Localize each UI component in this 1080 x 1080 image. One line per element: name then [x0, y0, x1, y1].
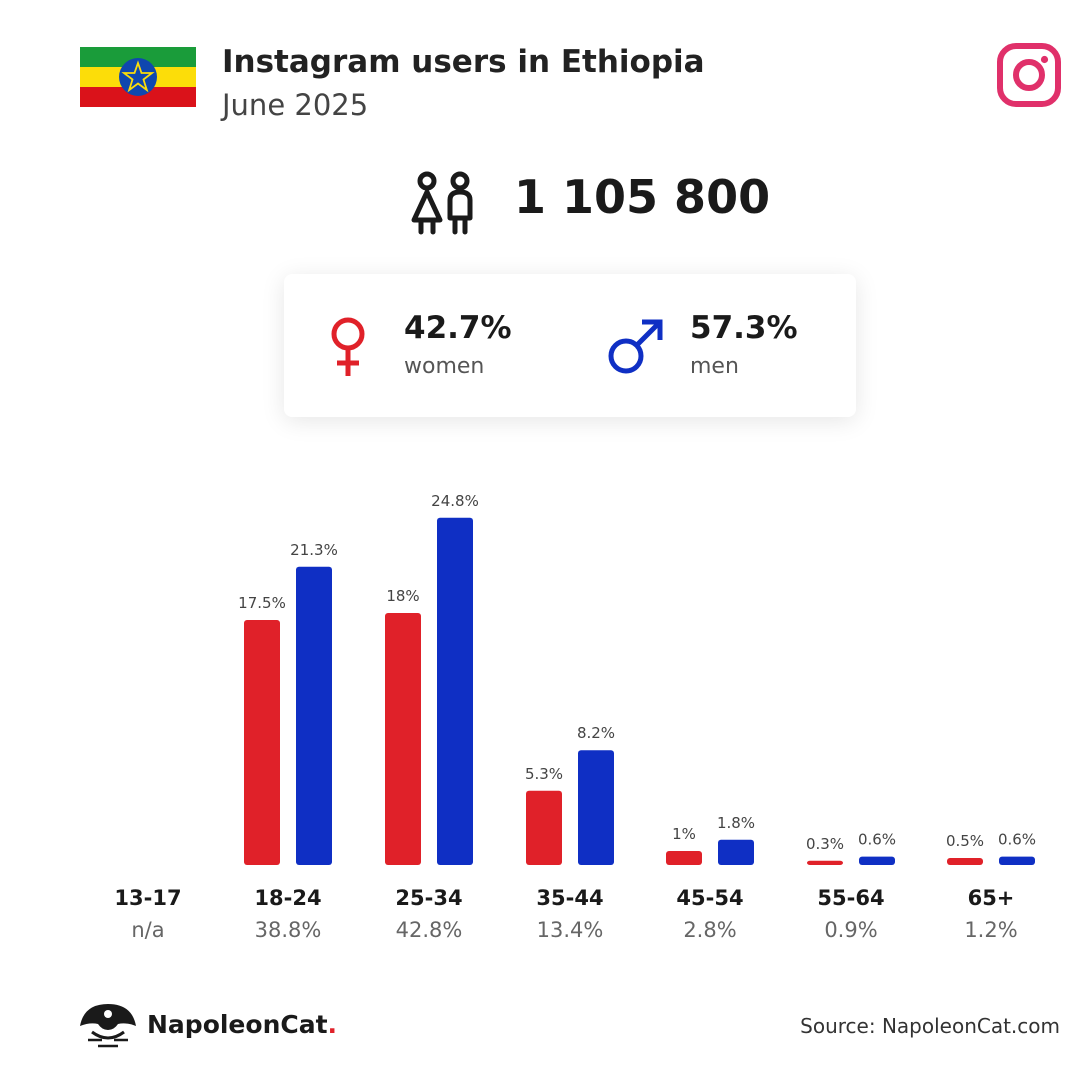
women-percentage: 42.7% — [404, 310, 512, 346]
tick-label-45-54: 45-54 — [676, 886, 743, 910]
bar-men-18-24 — [296, 566, 332, 865]
data-label-men-35-44: 8.2% — [577, 724, 615, 742]
data-label-women-55-64: 0.3% — [806, 835, 844, 853]
source-credit: Source: NapoleonCat.com — [800, 1014, 1060, 1038]
category-total-35-44: 13.4% — [537, 918, 604, 942]
male-symbol-icon — [608, 319, 663, 374]
category-total-18-24: 38.8% — [255, 918, 322, 942]
category-total-65+: 1.2% — [964, 918, 1017, 942]
total-users: 1 105 800 — [514, 170, 771, 224]
bar-women-65+ — [947, 858, 983, 865]
bar-women-45-54 — [666, 851, 702, 865]
tick-label-13-17: 13-17 — [114, 886, 181, 910]
female-symbol-icon — [331, 317, 365, 376]
bar-women-25-34 — [385, 613, 421, 865]
brand-text: NapoleonCat — [147, 1010, 328, 1039]
bar-men-35-44 — [578, 750, 614, 865]
users-icon — [411, 171, 473, 235]
category-total-13-17: n/a — [131, 918, 164, 942]
gender-summary-card: 42.7% women 57.3% men — [284, 274, 856, 417]
tick-label-35-44: 35-44 — [536, 886, 603, 910]
brand-dot: . — [327, 1010, 338, 1039]
men-percentage: 57.3% — [690, 310, 798, 346]
tick-label-25-34: 25-34 — [395, 886, 462, 910]
data-label-men-25-34: 24.8% — [431, 492, 479, 510]
instagram-icon — [997, 43, 1061, 107]
brand-name: NapoleonCat. — [147, 1010, 337, 1039]
age-gender-bar-chart: 13-17 n/a 17.5% 21.3% 18-24 38.8% 18% 24.8% 25-3… — [114, 492, 1036, 942]
data-label-women-25-34: 18% — [386, 587, 419, 605]
bar-women-35-44 — [526, 790, 562, 865]
tick-label-55-64: 55-64 — [817, 886, 884, 910]
bar-women-18-24 — [244, 620, 280, 865]
chart-title: Instagram users in Ethiopia — [222, 44, 705, 80]
women-label: women — [404, 354, 485, 379]
data-label-women-18-24: 17.5% — [238, 594, 286, 612]
men-label: men — [690, 354, 739, 379]
tick-label-18-24: 18-24 — [254, 886, 321, 910]
bar-men-55-64 — [859, 856, 895, 865]
bar-women-55-64 — [807, 860, 843, 865]
data-label-men-65+: 0.6% — [998, 831, 1036, 849]
data-label-women-65+: 0.5% — [946, 832, 984, 850]
data-label-men-55-64: 0.6% — [858, 831, 896, 849]
ethiopia-flag-icon — [80, 47, 196, 107]
category-total-25-34: 42.8% — [396, 918, 463, 942]
data-label-women-35-44: 5.3% — [525, 765, 563, 783]
bar-men-45-54 — [718, 839, 754, 865]
data-label-men-45-54: 1.8% — [717, 814, 755, 832]
category-total-55-64: 0.9% — [824, 918, 877, 942]
bar-men-65+ — [999, 856, 1035, 865]
category-total-45-54: 2.8% — [683, 918, 736, 942]
tick-label-65+: 65+ — [968, 886, 1015, 910]
data-label-women-45-54: 1% — [672, 825, 696, 843]
data-label-men-18-24: 21.3% — [290, 541, 338, 559]
bar-men-25-34 — [437, 517, 473, 865]
chart-subtitle: June 2025 — [222, 88, 369, 122]
napoleoncat-icon — [80, 1004, 136, 1048]
